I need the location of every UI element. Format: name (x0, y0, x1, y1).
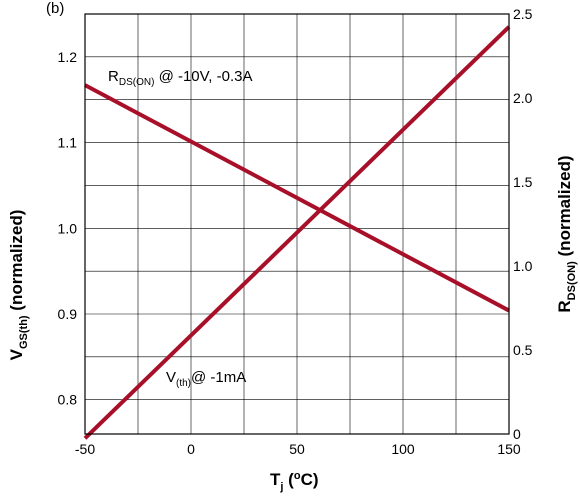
rdson-series-line (84, 83, 510, 313)
plot-frame (84, 13, 510, 435)
left-y-tick-label: 1.1 (58, 135, 78, 151)
x-tick-labels: -50 0 50 100 150 (75, 441, 521, 457)
panel-label: (b) (46, 0, 64, 17)
x-tick-label: -50 (75, 441, 95, 457)
left-y-axis-title: VGS(th) (normalized) (7, 210, 30, 361)
vth-series-line (83, 25, 511, 440)
x-tick-label: 0 (187, 441, 195, 457)
right-y-tick-label: 0.5 (513, 342, 533, 358)
right-y-tick-labels: 0 0.5 1.0 1.5 2.0 2.5 (513, 6, 533, 442)
left-y-tick-label: 0.9 (58, 306, 78, 322)
right-y-tick-label: 2.0 (513, 90, 533, 106)
right-y-tick-label: 1.5 (513, 174, 533, 190)
left-y-tick-label: 0.8 (58, 392, 78, 408)
right-y-tick-label: 2.5 (513, 6, 533, 22)
left-y-tick-label: 1.0 (58, 220, 78, 236)
series-lines (83, 25, 511, 440)
x-tick-label: 150 (497, 441, 521, 457)
right-y-axis-title: RDS(ON) (normalized) (555, 155, 578, 312)
left-y-tick-labels: 0.8 0.9 1.0 1.1 1.2 (58, 49, 78, 408)
x-tick-label: 100 (391, 441, 415, 457)
vth-series-label: V(th)@ -1mA (166, 369, 246, 389)
rdson-series-label: RDS(ON) @ -10V, -0.3A (108, 68, 252, 88)
x-tick-label: 50 (289, 441, 305, 457)
right-y-tick-label: 1.0 (513, 258, 533, 274)
left-y-tick-label: 1.2 (58, 49, 78, 65)
x-axis-title: Tj (oC) (270, 470, 319, 493)
right-y-tick-label: 0 (513, 426, 521, 442)
